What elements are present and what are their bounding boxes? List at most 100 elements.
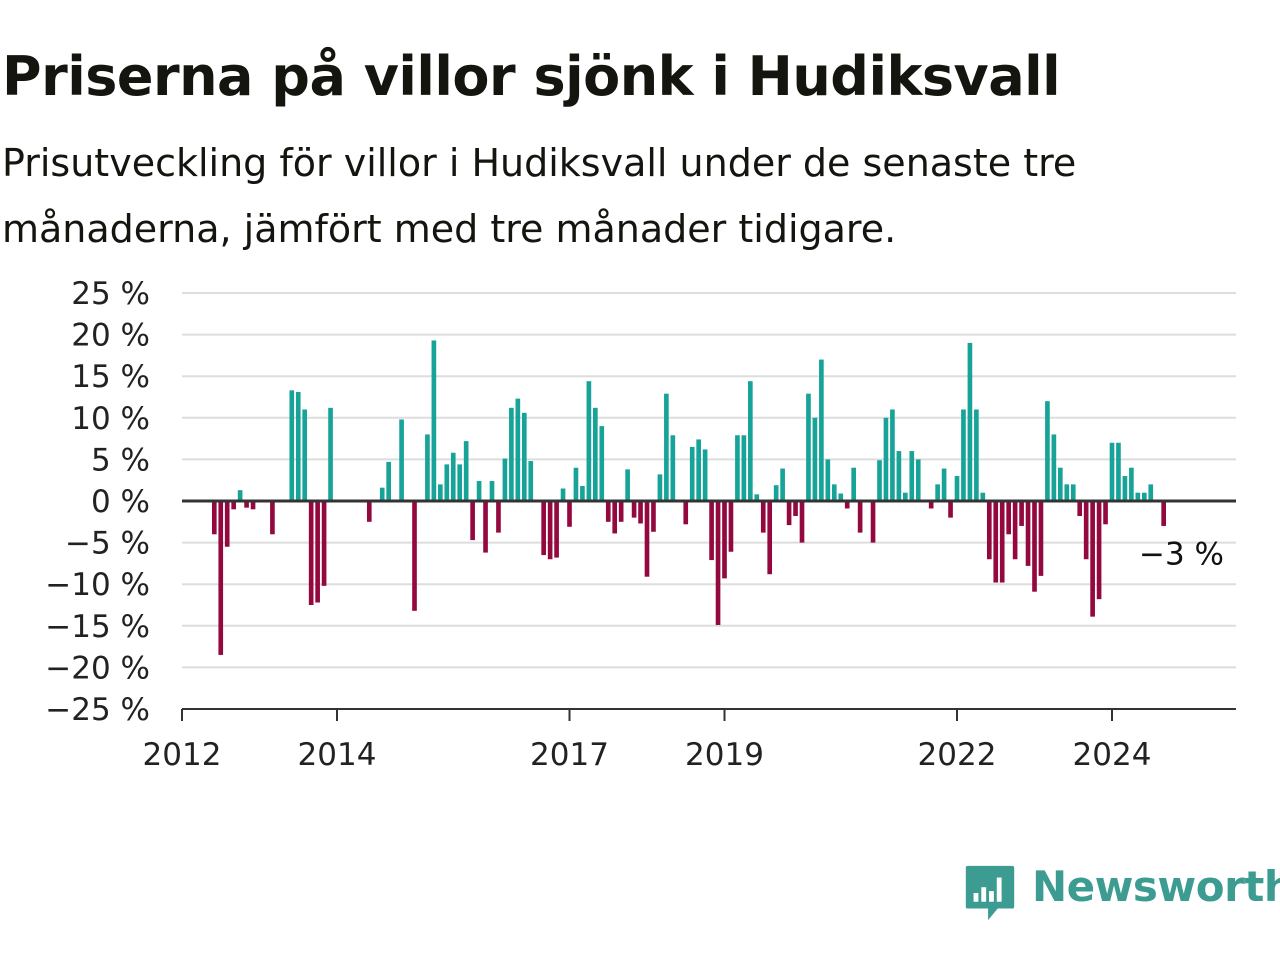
y-tick-label: 10 % xyxy=(71,401,150,437)
bar-positive xyxy=(399,419,404,501)
bar-positive xyxy=(851,467,856,501)
bar-negative xyxy=(1083,501,1089,560)
bar-negative xyxy=(793,501,798,516)
x-tick-label: 2019 xyxy=(685,737,764,773)
bar-positive xyxy=(831,484,837,501)
bar-positive xyxy=(502,458,508,501)
bar-positive xyxy=(890,409,895,501)
bar-positive xyxy=(1058,467,1063,501)
bar-positive xyxy=(696,439,701,501)
y-tick-label: 25 % xyxy=(71,276,150,312)
bar-negative xyxy=(211,501,217,535)
bar-positive xyxy=(915,459,921,501)
bar-positive xyxy=(489,481,495,501)
y-tick-label: 15 % xyxy=(71,359,150,395)
bar-positive xyxy=(1116,442,1121,501)
bars xyxy=(211,340,1166,655)
bar-negative xyxy=(709,501,714,561)
bar-positive xyxy=(450,452,456,501)
bar-positive xyxy=(748,381,753,501)
bar-chart: 25 % 20 % 15 % 10 % 5 % 0 % −5 % −10 % −15 % −20 … xyxy=(45,276,1236,773)
bar-positive xyxy=(1148,484,1154,501)
bar-negative xyxy=(1077,501,1083,516)
bar-negative xyxy=(715,501,721,625)
x-tick-label: 2024 xyxy=(1073,737,1152,773)
last-value-annotation: −3 % xyxy=(1139,537,1224,573)
bar-negative xyxy=(1161,501,1166,526)
bar-negative xyxy=(993,501,999,583)
bar-negative xyxy=(767,501,773,575)
bar-positive xyxy=(515,398,521,501)
bar-positive xyxy=(735,435,740,501)
bar-positive xyxy=(573,467,579,501)
bar-positive xyxy=(560,488,566,501)
bar-positive xyxy=(825,459,831,501)
bar-negative xyxy=(631,501,637,518)
bar-negative xyxy=(986,501,992,560)
newsworthy-logo-icon xyxy=(965,865,1015,921)
bar-negative xyxy=(470,501,475,541)
bar-positive xyxy=(1051,434,1057,501)
bar-positive xyxy=(954,476,960,501)
bar-positive xyxy=(586,381,592,501)
bar-negative xyxy=(605,501,611,522)
y-tick-label: −20 % xyxy=(45,650,150,686)
bar-negative xyxy=(218,501,224,655)
bar-positive xyxy=(657,474,663,501)
y-tick-label: 5 % xyxy=(91,442,150,478)
bar-positive xyxy=(476,481,482,501)
bar-negative xyxy=(554,501,559,558)
bar-positive xyxy=(689,446,695,501)
bar-negative xyxy=(315,501,320,603)
bar-positive xyxy=(425,434,430,501)
bar-negative xyxy=(1103,501,1108,525)
bar-negative xyxy=(231,501,236,510)
chart-subtitle: Prisutveckling för villor i Hudiksvall u… xyxy=(2,141,1077,251)
bar-positive xyxy=(625,469,630,501)
y-tick-label: 20 % xyxy=(71,318,150,354)
gridlines xyxy=(182,292,1236,669)
bar-negative xyxy=(644,501,650,577)
bar-negative xyxy=(870,501,876,543)
bar-negative xyxy=(1006,501,1011,535)
bar-positive xyxy=(702,449,708,501)
chart-title: Priserna på villor sjönk i Hudiksvall xyxy=(2,45,1061,108)
bar-positive xyxy=(935,484,940,501)
bar-positive xyxy=(773,485,779,501)
bar-positive xyxy=(903,492,908,501)
bar-positive xyxy=(599,426,605,501)
y-tick-label: −25 % xyxy=(45,692,150,728)
bar-negative xyxy=(1096,501,1102,600)
y-tick-label: 0 % xyxy=(91,484,150,520)
brand-name: Newsworthy xyxy=(1032,862,1280,911)
bar-positive xyxy=(838,493,844,501)
bar-positive xyxy=(509,407,514,501)
bar-positive xyxy=(1135,492,1141,501)
bar-positive xyxy=(883,417,889,501)
y-tick-label: −5 % xyxy=(65,526,150,562)
y-tick-label: −10 % xyxy=(45,567,150,603)
bar-negative xyxy=(722,501,727,579)
bar-positive xyxy=(438,484,443,501)
bar-negative xyxy=(270,501,275,535)
bar-positive xyxy=(1141,492,1147,501)
bar-positive xyxy=(528,461,534,501)
bar-negative xyxy=(250,501,256,510)
x-tick-label: 2012 xyxy=(143,737,222,773)
bar-negative xyxy=(928,501,934,509)
bar-negative xyxy=(541,501,546,556)
bar-negative xyxy=(496,501,501,533)
bar-positive xyxy=(812,417,818,501)
bar-positive xyxy=(741,435,747,501)
bar-negative xyxy=(1032,501,1037,592)
bar-positive xyxy=(580,486,585,501)
bar-positive xyxy=(431,340,437,501)
bar-positive xyxy=(896,451,902,501)
bar-positive xyxy=(463,441,469,501)
x-tick-label: 2022 xyxy=(918,737,997,773)
bar-positive xyxy=(961,409,966,501)
bar-negative xyxy=(1025,501,1031,566)
bar-positive xyxy=(819,359,824,501)
bar-negative xyxy=(321,501,327,586)
bar-positive xyxy=(1122,476,1128,501)
